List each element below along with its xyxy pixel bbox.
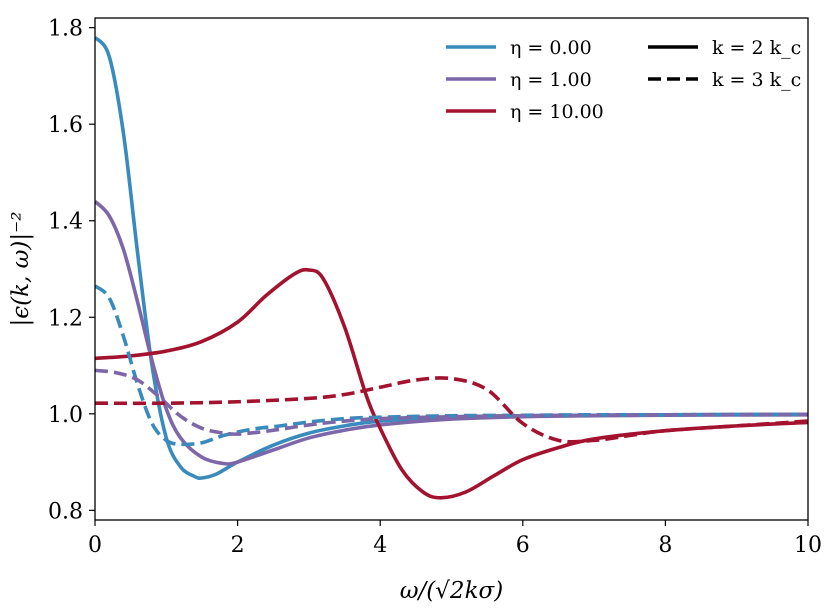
x-axis-label: ω/(√2kσ) <box>400 578 503 604</box>
y-tick-label: 1.2 <box>48 306 83 331</box>
x-tick-label: 10 <box>794 533 822 558</box>
x-axis-ticks: 0 2 4 6 8 10 <box>88 520 822 558</box>
series-line-6 <box>95 376 808 444</box>
x-tick-label: 0 <box>88 533 102 558</box>
series-line-2 <box>95 200 808 466</box>
x-tick-label: 6 <box>516 533 530 558</box>
x-tick-label: 4 <box>373 533 387 558</box>
y-tick-label: 1.4 <box>48 210 83 235</box>
plot-lines <box>95 36 808 500</box>
plot-frame <box>94 17 809 521</box>
legend-label: k = 2 k_c <box>712 37 801 59</box>
x-tick-label: 8 <box>658 533 672 558</box>
y-tick-label: 1.8 <box>48 17 83 42</box>
y-tick-label: 1.6 <box>48 113 83 138</box>
y-axis-ticks: 0.8 1.0 1.2 1.4 1.6 1.8 <box>48 17 95 524</box>
legend-label: η = 10.00 <box>510 101 604 123</box>
series-line-3 <box>95 267 808 500</box>
x-tick-label: 2 <box>231 533 245 558</box>
y-tick-label: 0.8 <box>48 499 83 524</box>
series-line-1 <box>95 36 808 481</box>
legend-label: k = 3 k_c <box>712 69 801 91</box>
legend: η = 0.00 η = 1.00 η = 10.00 k = 2 k_ck = 3 … <box>446 37 801 123</box>
y-axis-label: |ϵ(k, ω)|⁻² <box>8 212 34 327</box>
y-tick-label: 1.0 <box>48 403 83 428</box>
legend-label: η = 1.00 <box>510 69 592 91</box>
legend-label: η = 0.00 <box>510 37 592 59</box>
